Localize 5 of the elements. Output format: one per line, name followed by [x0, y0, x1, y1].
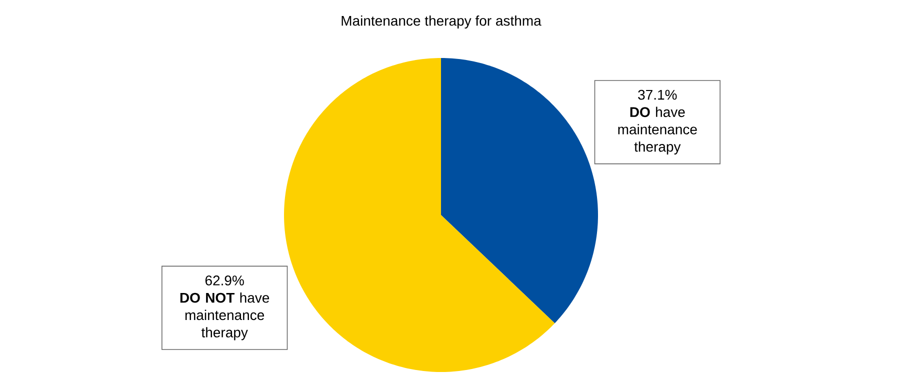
chart-title: Maintenance therapy for asthma [342, 15, 542, 29]
slice-label: DO have maintenance therapy [618, 106, 697, 154]
data-label: 37.1% [638, 90, 677, 100]
data-label: 62.9% [205, 276, 244, 286]
slice-label: DO NOT have maintenance therapy [180, 292, 270, 340]
